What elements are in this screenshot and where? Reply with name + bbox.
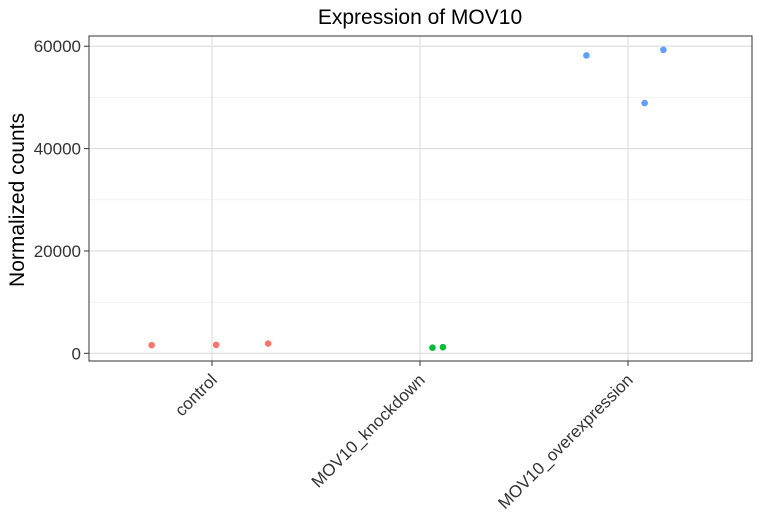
x-tick-label: control <box>171 370 221 420</box>
data-point-mov10-overexpression <box>660 46 667 54</box>
x-tick-label: MOV10_overexpression <box>494 370 636 512</box>
data-point-mov10-knockdown <box>429 344 436 351</box>
y-tick-label: 60000 <box>34 37 81 56</box>
data-point-control <box>148 341 155 349</box>
y-axis-ticks: 0 20000 40000 60000 <box>34 37 89 363</box>
y-tick-label: 20000 <box>34 242 81 261</box>
major-gridlines <box>89 36 752 361</box>
x-tick-label: MOV10_knockdown <box>308 370 429 491</box>
data-point-mov10-knockdown <box>439 343 447 351</box>
data-points <box>148 46 667 351</box>
y-tick-label: 0 <box>72 344 81 363</box>
data-point-control <box>264 340 272 347</box>
y-tick-label: 40000 <box>34 140 81 159</box>
data-point-mov10-overexpression <box>641 99 648 107</box>
y-axis-label: Normalized counts <box>6 113 29 287</box>
data-point-mov10-overexpression <box>583 52 590 59</box>
data-point-control <box>212 341 220 349</box>
chart-title: Expression of MOV10 <box>318 6 522 29</box>
x-axis-ticks: control MOV10_knockdown MOV10_overexpressi… <box>171 361 637 513</box>
